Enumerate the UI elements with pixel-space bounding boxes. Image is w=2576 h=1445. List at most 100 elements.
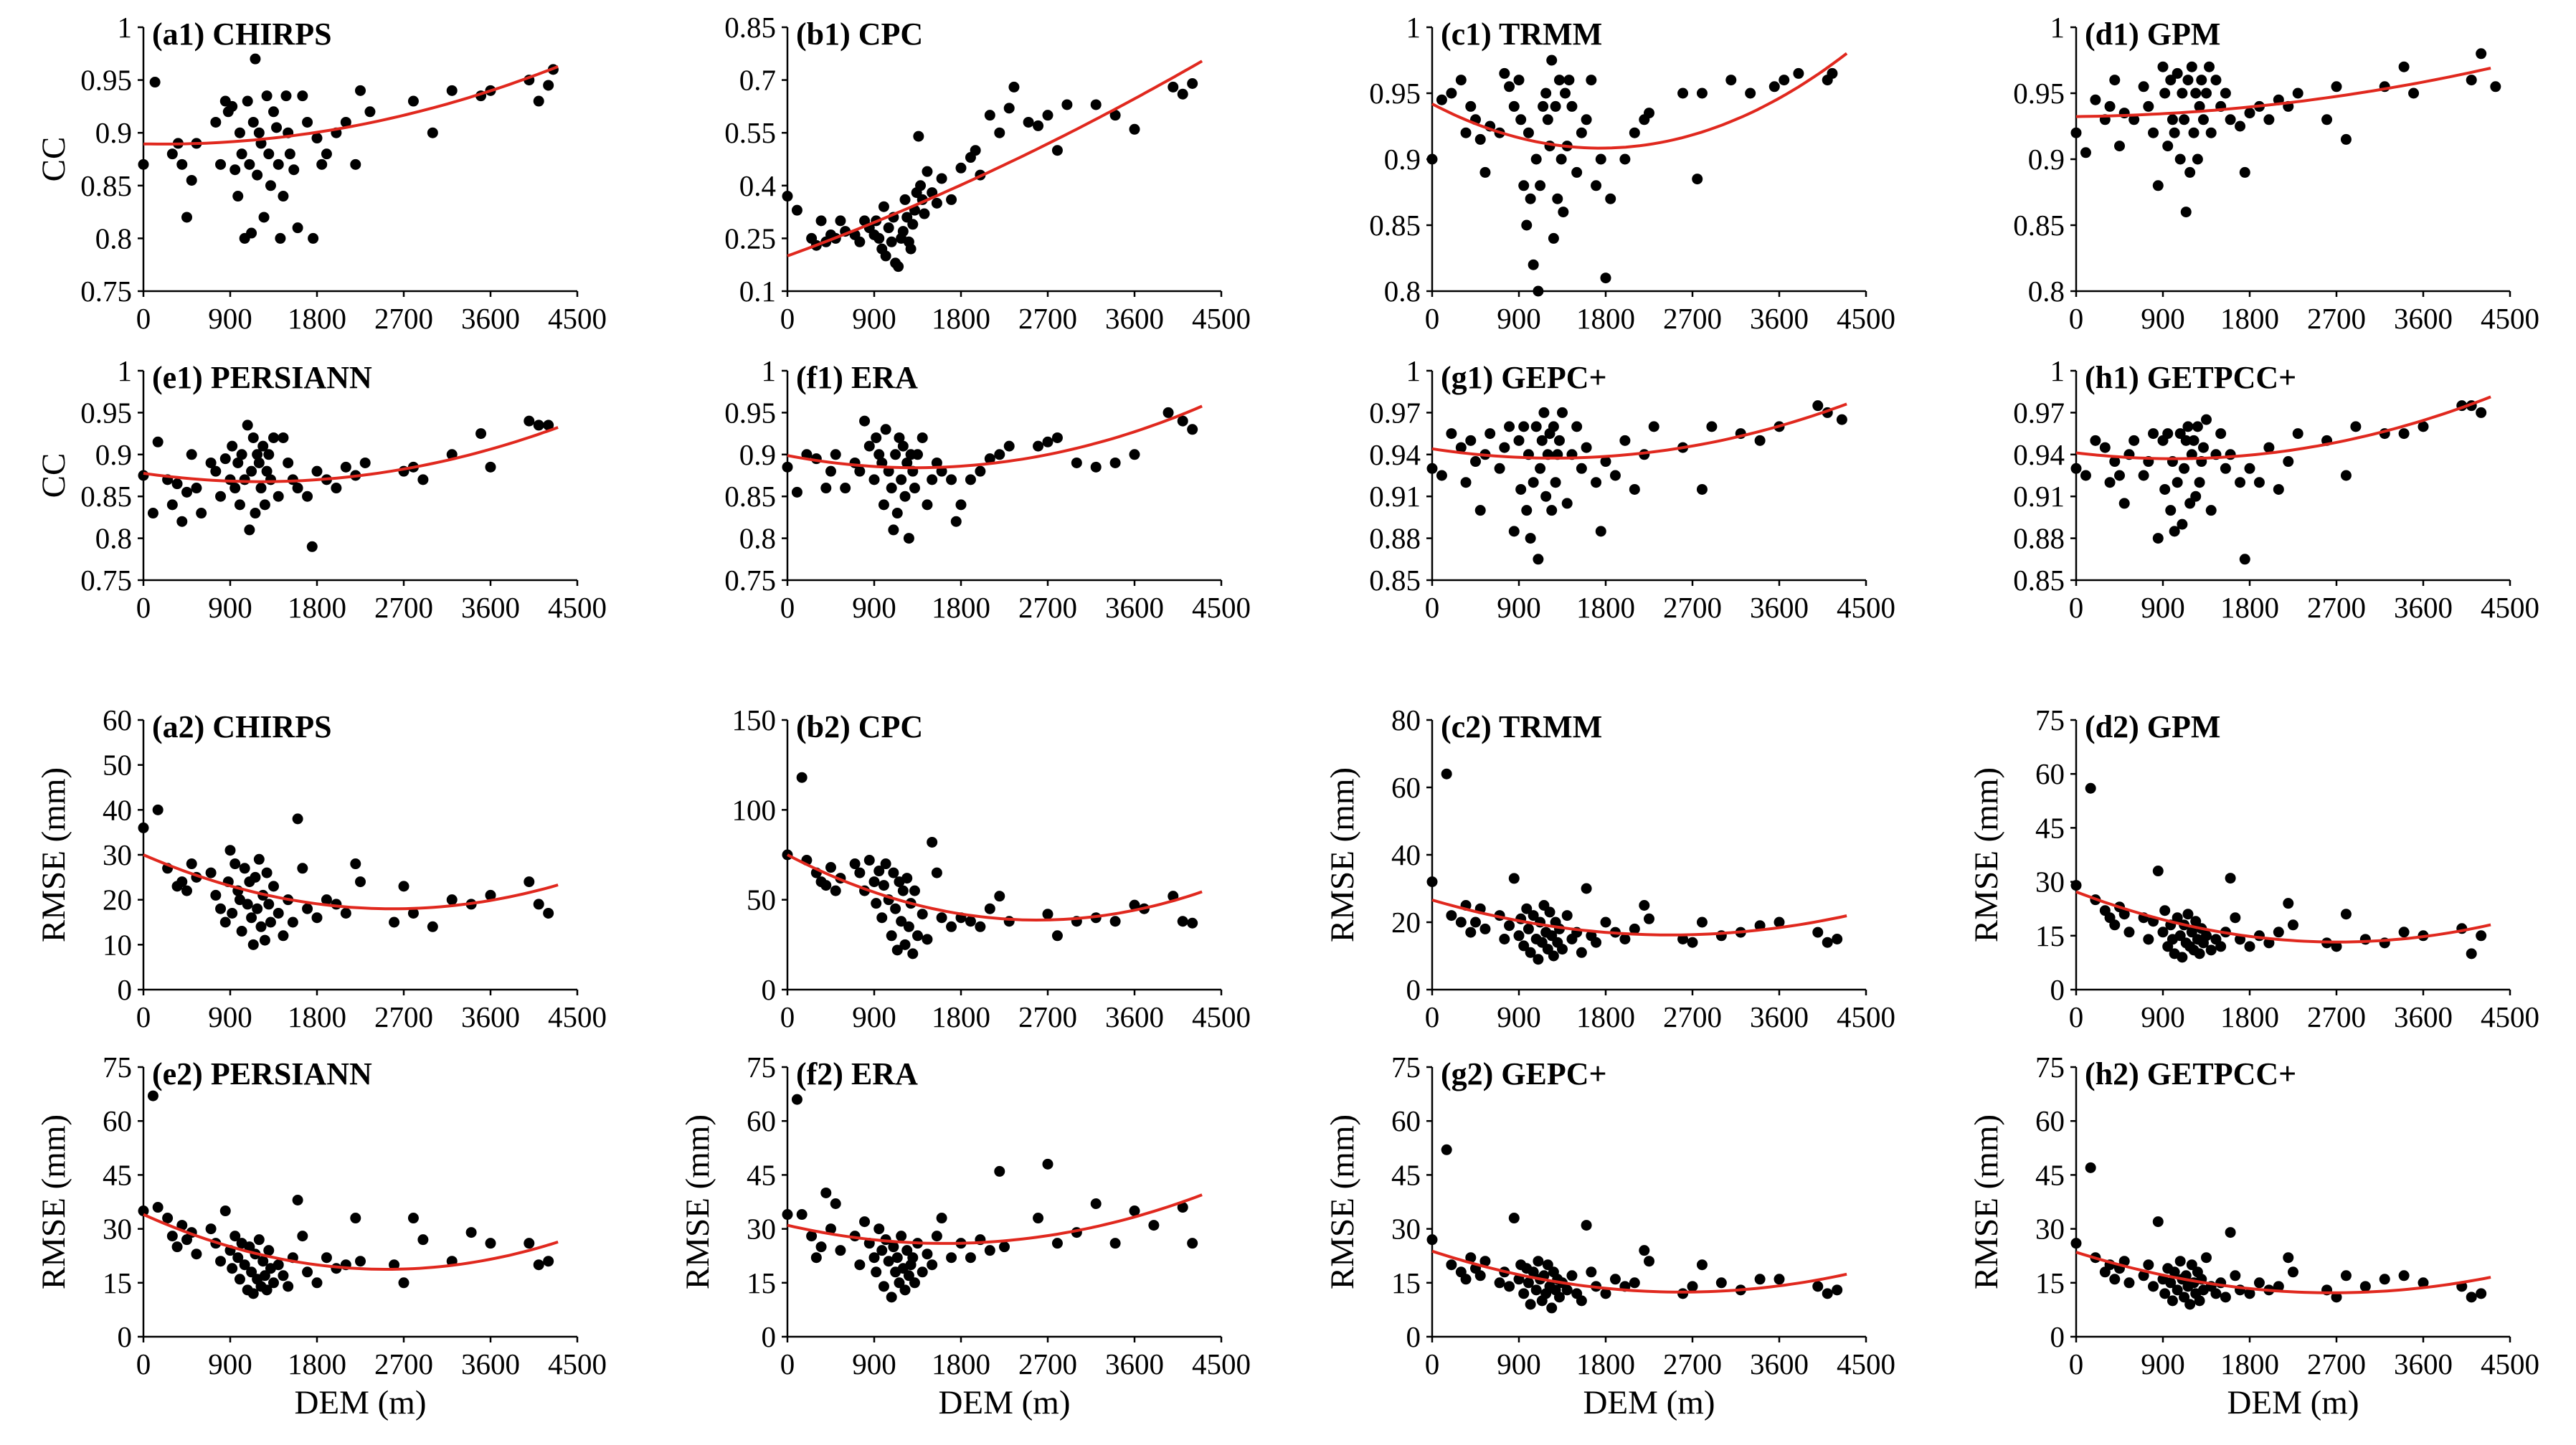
data-point (922, 166, 933, 177)
data-point (2172, 912, 2183, 924)
panel-title: (e1) PERSIANN (152, 360, 372, 395)
y-tick-label: 0.95 (1369, 77, 1421, 110)
data-point (252, 449, 263, 460)
data-point (886, 236, 897, 247)
y-tick-label: 0.25 (724, 222, 776, 255)
data-point (1460, 127, 1472, 138)
x-tick-label: 3600 (1750, 591, 1809, 624)
data-point (1446, 1259, 1457, 1271)
data-point (2225, 114, 2236, 125)
data-point (255, 483, 267, 494)
data-point (2340, 133, 2352, 145)
data-point (1051, 145, 1063, 156)
data-point (229, 1231, 241, 1242)
data-point (2128, 435, 2140, 446)
x-tick-label: 0 (1425, 302, 1440, 335)
x-tick-label: 2700 (374, 1347, 433, 1380)
data-point (219, 1205, 231, 1217)
data-point (2340, 1270, 2352, 1281)
data-point (2186, 927, 2197, 938)
data-point (849, 858, 861, 870)
data-point (138, 470, 149, 481)
data-point (252, 903, 263, 914)
data-point (782, 1209, 793, 1221)
data-point (475, 428, 487, 440)
panel-b2: 0 900 1800 2700 3600 4500 0 50 100 150 (b2) CPC (732, 703, 1251, 1033)
data-point (246, 465, 257, 477)
data-point (247, 116, 259, 128)
data-point (1546, 505, 1558, 516)
data-point (273, 907, 284, 919)
data-point (1533, 285, 1544, 297)
data-point (2220, 87, 2231, 99)
data-point (1586, 1266, 1597, 1278)
data-point (2159, 905, 2171, 916)
data-point (232, 457, 244, 468)
x-tick-label: 1800 (1576, 591, 1635, 624)
data-point (1474, 505, 1486, 516)
x-tick-label: 1800 (288, 302, 346, 335)
data-point (2476, 407, 2487, 418)
data-point (2359, 934, 2371, 945)
x-tick-label: 1800 (932, 1347, 990, 1380)
x-tick-label: 900 (2141, 1347, 2185, 1380)
data-point (229, 858, 241, 870)
data-point (820, 483, 832, 494)
data-point (994, 1165, 1005, 1177)
data-point (899, 194, 911, 205)
data-point (2174, 930, 2186, 942)
data-point (1508, 1213, 1520, 1224)
data-point (205, 867, 217, 878)
data-point (1455, 916, 1467, 928)
data-point (2194, 948, 2205, 960)
y-tick-label: 0.94 (2013, 438, 2065, 471)
data-point (2230, 912, 2241, 924)
data-point (2182, 421, 2194, 432)
trend-line (787, 1193, 1203, 1245)
x-tick-label: 2700 (374, 1000, 433, 1033)
data-point (1648, 421, 1659, 432)
x-tick-label: 0 (2069, 302, 2084, 335)
data-point (873, 866, 885, 877)
x-tick-label: 2700 (1018, 1000, 1077, 1033)
data-point (2194, 477, 2205, 488)
data-point (2359, 1281, 2371, 1292)
x-tick-label: 2700 (1663, 1000, 1722, 1033)
data-point (1542, 1259, 1553, 1271)
data-point (917, 909, 928, 920)
data-point (2190, 491, 2202, 502)
data-point (1504, 421, 1515, 432)
data-point (1576, 1295, 1587, 1307)
data-point (2230, 1270, 2241, 1281)
y-tick-label: 15 (747, 1266, 776, 1299)
data-point (253, 127, 265, 138)
panel-title: (h1) GETPCC+ (2085, 360, 2296, 395)
x-tick-label: 0 (136, 591, 151, 624)
data-point (1553, 1292, 1565, 1303)
y-tick-label: 0.85 (1369, 209, 1421, 242)
data-point (975, 465, 986, 477)
data-point (1474, 133, 1486, 145)
data-point (871, 1266, 882, 1278)
data-point (234, 1274, 245, 1285)
data-point (2180, 207, 2192, 218)
x-tick-label: 1800 (2220, 302, 2279, 335)
y-tick-label: 0.94 (1369, 438, 1421, 471)
y-tick-label: 20 (103, 883, 132, 916)
data-point (275, 232, 286, 244)
data-point (1051, 432, 1063, 443)
y-tick-label: 40 (1391, 838, 1421, 871)
data-point (876, 1245, 888, 1256)
data-point (533, 420, 544, 431)
data-point (950, 516, 962, 527)
y-tick-label: 0.4 (739, 169, 776, 202)
data-point (1832, 934, 1843, 944)
data-point (2159, 483, 2171, 495)
x-tick-label: 2700 (2307, 591, 2366, 624)
data-point (340, 116, 351, 128)
data-point (965, 916, 976, 927)
data-point (1677, 87, 1689, 99)
data-point (913, 131, 924, 142)
data-point (1812, 927, 1824, 938)
data-point (2205, 944, 2217, 956)
